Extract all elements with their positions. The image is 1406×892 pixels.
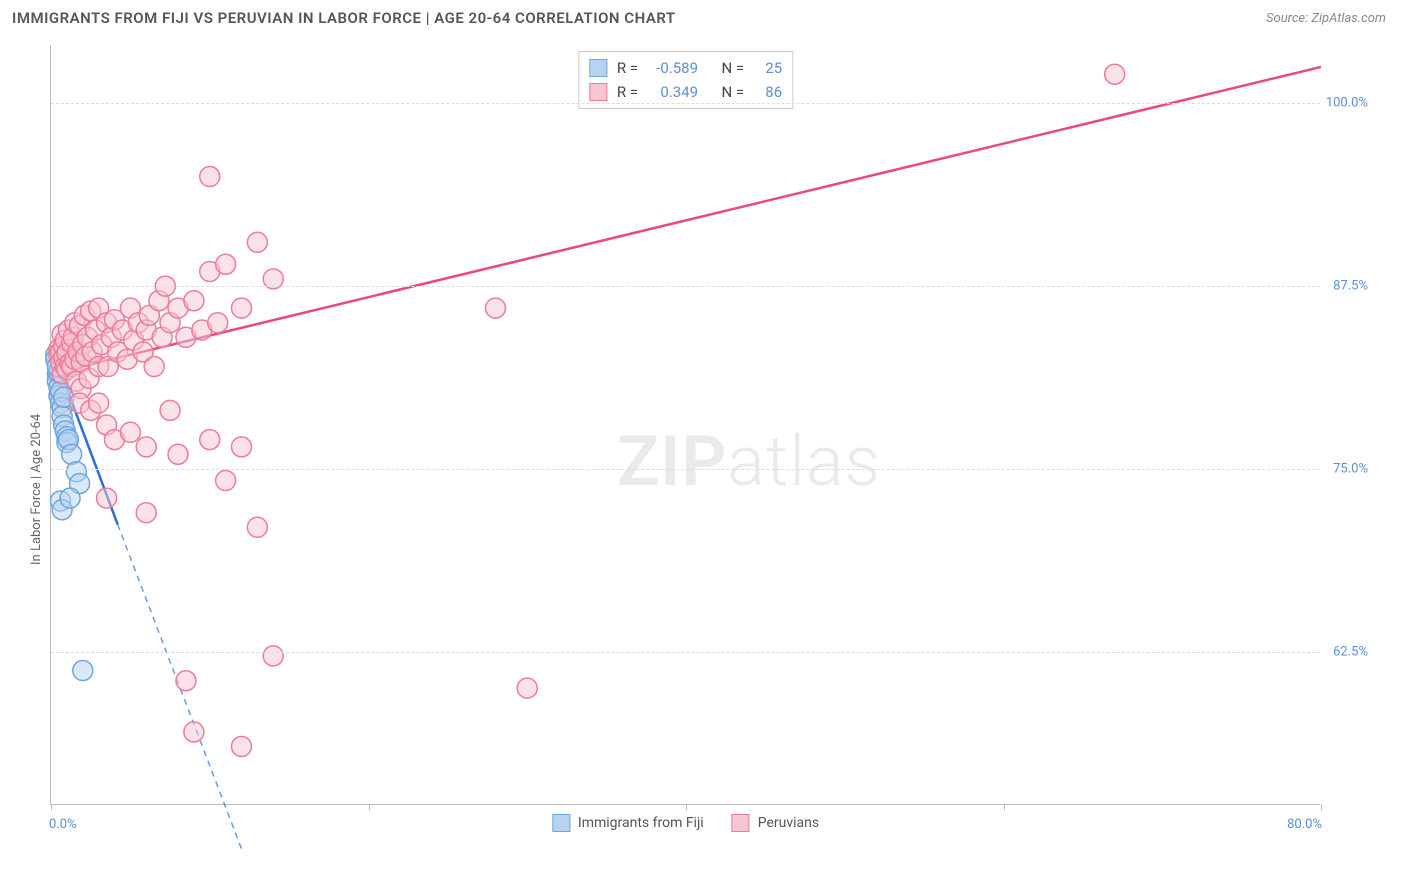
legend-item: Immigrants from Fiji: [552, 814, 704, 832]
legend-label: Peruvians: [758, 815, 819, 831]
correlation-stats-box: R = -0.589 N = 25 R = 0.349 N = 86: [578, 51, 793, 109]
data-point: [136, 437, 156, 457]
chart-title: IMMIGRANTS FROM FIJI VS PERUVIAN IN LABO…: [12, 9, 676, 27]
series-swatch: [589, 83, 607, 101]
data-point: [168, 444, 188, 464]
r-label: R =: [617, 56, 638, 80]
gridline-horizontal: [51, 103, 1320, 104]
data-point: [136, 503, 156, 523]
data-point: [1105, 64, 1125, 84]
data-point: [184, 722, 204, 742]
series-swatch: [552, 814, 570, 832]
legend: Immigrants from Fiji Peruvians: [552, 814, 819, 832]
legend-item: Peruvians: [732, 814, 819, 832]
plot-area: In Labor Force | Age 20-64 ZIPatlas R =-…: [50, 45, 1320, 805]
stats-row: R = 0.349 N = 86: [589, 80, 782, 104]
x-tick: [369, 804, 370, 810]
data-point: [232, 298, 252, 318]
data-point: [208, 313, 228, 333]
plot-container: In Labor Force | Age 20-64 ZIPatlas R =-…: [50, 45, 1370, 835]
scatter-chart: [51, 45, 1321, 805]
x-tick: [51, 804, 52, 810]
series-swatch: [732, 814, 750, 832]
n-label: N =: [722, 80, 745, 104]
data-point: [160, 400, 180, 420]
data-point: [247, 232, 267, 252]
data-point: [120, 422, 140, 442]
y-tick-label: 75.0%: [1333, 461, 1368, 476]
data-point: [517, 678, 537, 698]
data-point: [97, 488, 117, 508]
legend-label: Immigrants from Fiji: [578, 815, 704, 831]
gridline-horizontal: [51, 286, 1320, 287]
x-tick-label: 80.0%: [1287, 817, 1322, 832]
data-point: [62, 444, 82, 464]
x-tick: [1004, 804, 1005, 810]
y-tick-label: 62.5%: [1333, 644, 1368, 659]
data-point: [486, 298, 506, 318]
data-point: [216, 471, 236, 491]
data-point: [232, 737, 252, 757]
gridline-horizontal: [51, 652, 1320, 653]
stats-row: R = -0.589 N = 25: [589, 56, 782, 80]
data-point: [200, 167, 220, 187]
data-point: [73, 661, 93, 681]
x-tick-label: 0.0%: [49, 817, 77, 832]
data-point: [89, 393, 109, 413]
data-point: [176, 671, 196, 691]
data-point: [263, 646, 283, 666]
data-point: [60, 488, 80, 508]
n-label: N =: [722, 56, 745, 80]
y-tick-label: 87.5%: [1333, 279, 1368, 294]
data-point: [247, 517, 267, 537]
data-point: [184, 291, 204, 311]
data-point: [232, 437, 252, 457]
n-value: 86: [752, 80, 782, 104]
r-value: 0.349: [646, 80, 698, 104]
data-point: [216, 254, 236, 274]
y-axis-label: In Labor Force | Age 20-64: [29, 414, 44, 565]
y-tick-label: 100.0%: [1326, 96, 1368, 111]
trend-line: [51, 67, 1321, 374]
x-tick: [1321, 804, 1322, 810]
x-tick: [686, 804, 687, 810]
series-swatch: [589, 59, 607, 77]
data-point: [144, 357, 164, 377]
source-attribution: Source: ZipAtlas.com: [1266, 11, 1386, 26]
gridline-horizontal: [51, 469, 1320, 470]
r-value: -0.589: [646, 56, 698, 80]
r-label: R =: [617, 80, 638, 104]
n-value: 25: [752, 56, 782, 80]
data-point: [200, 430, 220, 450]
